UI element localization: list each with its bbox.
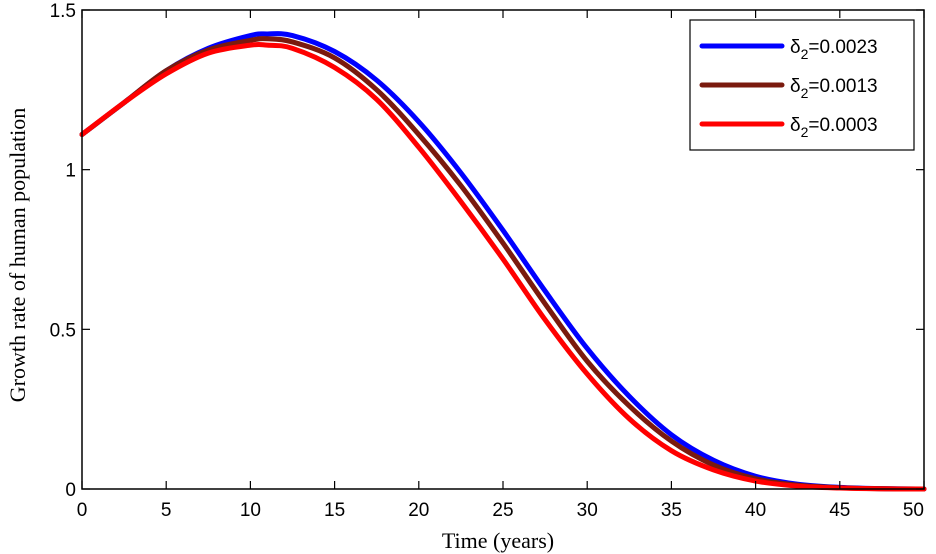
legend-subscript: 2	[801, 124, 809, 140]
legend-label-3: δ2=0.0003	[790, 115, 878, 140]
y-axis-label: Growth rate of human population	[5, 108, 30, 403]
x-tick-label: 30	[577, 500, 598, 521]
x-tick-label: 15	[324, 500, 345, 521]
x-axis-label: Time (years)	[442, 528, 554, 553]
legend-subscript: 2	[801, 85, 809, 101]
legend-label-1: δ2=0.0023	[790, 37, 878, 62]
y-tick-label: 0.5	[50, 320, 76, 341]
legend-label-2: δ2=0.0013	[790, 76, 878, 101]
legend-symbol: δ	[790, 115, 801, 136]
y-tick-label: 1	[65, 161, 76, 182]
legend-value: =0.0013	[808, 76, 877, 97]
ticks-layer: 0 5 10 15 20 25 30 35 40 45 50 0 0.5 1 1.5	[50, 1, 925, 521]
legend-subscript: 2	[801, 46, 809, 62]
legend-value: =0.0003	[808, 115, 877, 136]
series-layer	[79, 31, 927, 492]
x-tick-label: 0	[77, 500, 88, 521]
x-tick-label: 10	[240, 500, 261, 521]
x-tick-label: 25	[492, 500, 513, 521]
legend-value: =0.0023	[808, 37, 877, 58]
legend-symbol: δ	[790, 37, 801, 58]
legend-symbol: δ	[790, 76, 801, 97]
x-tick-label: 35	[661, 500, 682, 521]
y-tick-label: 1.5	[50, 1, 76, 22]
x-tick-label: 20	[408, 500, 429, 521]
series-line-3	[79, 41, 927, 492]
y-tick-label: 0	[65, 480, 76, 501]
x-tick-label: 50	[903, 500, 924, 521]
x-tick-label: 40	[745, 500, 766, 521]
x-tick-label: 5	[161, 500, 172, 521]
x-tick-label: 45	[829, 500, 850, 521]
